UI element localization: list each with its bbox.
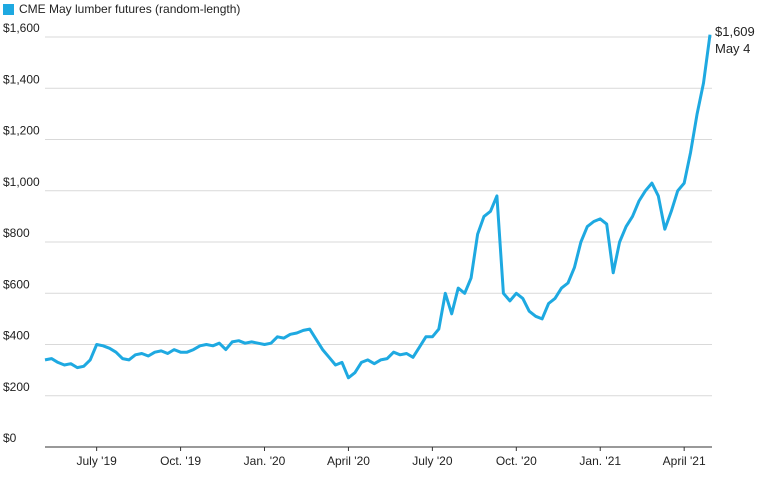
end-value-label: $1,609 <box>715 24 755 39</box>
y-tick-label: $1,000 <box>3 175 40 189</box>
x-tick-label: Jan. '21 <box>579 454 621 468</box>
x-tick-label: Jan. '20 <box>244 454 286 468</box>
x-tick-label: July '20 <box>412 454 453 468</box>
end-date-label: May 4 <box>715 41 750 56</box>
y-tick-label: $0 <box>3 431 17 445</box>
x-tick-label: April '21 <box>663 454 706 468</box>
x-tick-label: Oct. '19 <box>160 454 201 468</box>
y-tick-label: $400 <box>3 329 30 343</box>
x-tick-label: April '20 <box>327 454 370 468</box>
y-tick-label: $600 <box>3 277 30 291</box>
y-tick-label: $1,600 <box>3 21 40 35</box>
x-tick-label: July '19 <box>76 454 117 468</box>
x-tick-label: Oct. '20 <box>496 454 537 468</box>
legend-label: CME May lumber futures (random-length) <box>19 2 240 16</box>
y-tick-label: $1,400 <box>3 72 40 86</box>
legend-swatch <box>3 4 14 15</box>
data-line <box>44 34 712 380</box>
y-tick-label: $800 <box>3 226 30 240</box>
y-tick-label: $1,200 <box>3 124 40 138</box>
y-tick-label: $200 <box>3 380 30 394</box>
